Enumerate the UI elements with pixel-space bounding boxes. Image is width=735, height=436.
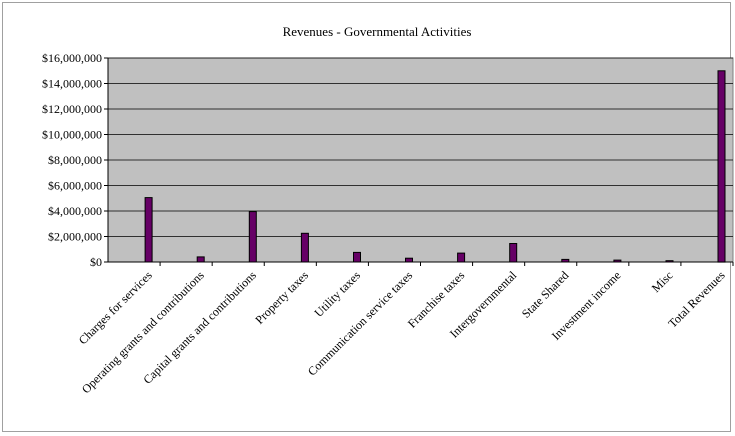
gridlines [108, 57, 733, 237]
x-category-label: Misc [649, 268, 676, 295]
bar [300, 232, 309, 263]
bar [509, 243, 518, 263]
x-category-label: Utility taxes [311, 268, 363, 320]
y-tick-label: $8,000,000 [48, 153, 102, 167]
y-tick-label: $14,000,000 [42, 77, 102, 91]
y-tick-label: $6,000,000 [48, 179, 102, 193]
y-tick-label: $16,000,000 [42, 51, 102, 65]
bar [196, 256, 205, 263]
bar [144, 197, 153, 263]
bar [405, 257, 413, 263]
x-category-label: Capital grants and contributions [140, 268, 259, 387]
x-category-label: Communication service taxes [305, 268, 416, 379]
chart-title: Revenues - Governmental Activities [283, 24, 472, 39]
y-tick-label: $2,000,000 [48, 230, 102, 244]
x-category-label: State Shared [519, 268, 572, 321]
bar [248, 211, 257, 263]
x-category-label: Property taxes [252, 268, 311, 327]
bar [717, 70, 726, 263]
y-tick-label: $12,000,000 [42, 102, 102, 116]
y-tick-label: $10,000,000 [42, 128, 102, 142]
y-tick-label: $4,000,000 [48, 204, 102, 218]
y-tick-label: $0 [90, 255, 102, 269]
bar [353, 251, 361, 263]
bar [457, 252, 466, 263]
y-axis: $0 $2,000,000 $4,000,000 $6,000,000 $8,000,0… [42, 51, 109, 269]
